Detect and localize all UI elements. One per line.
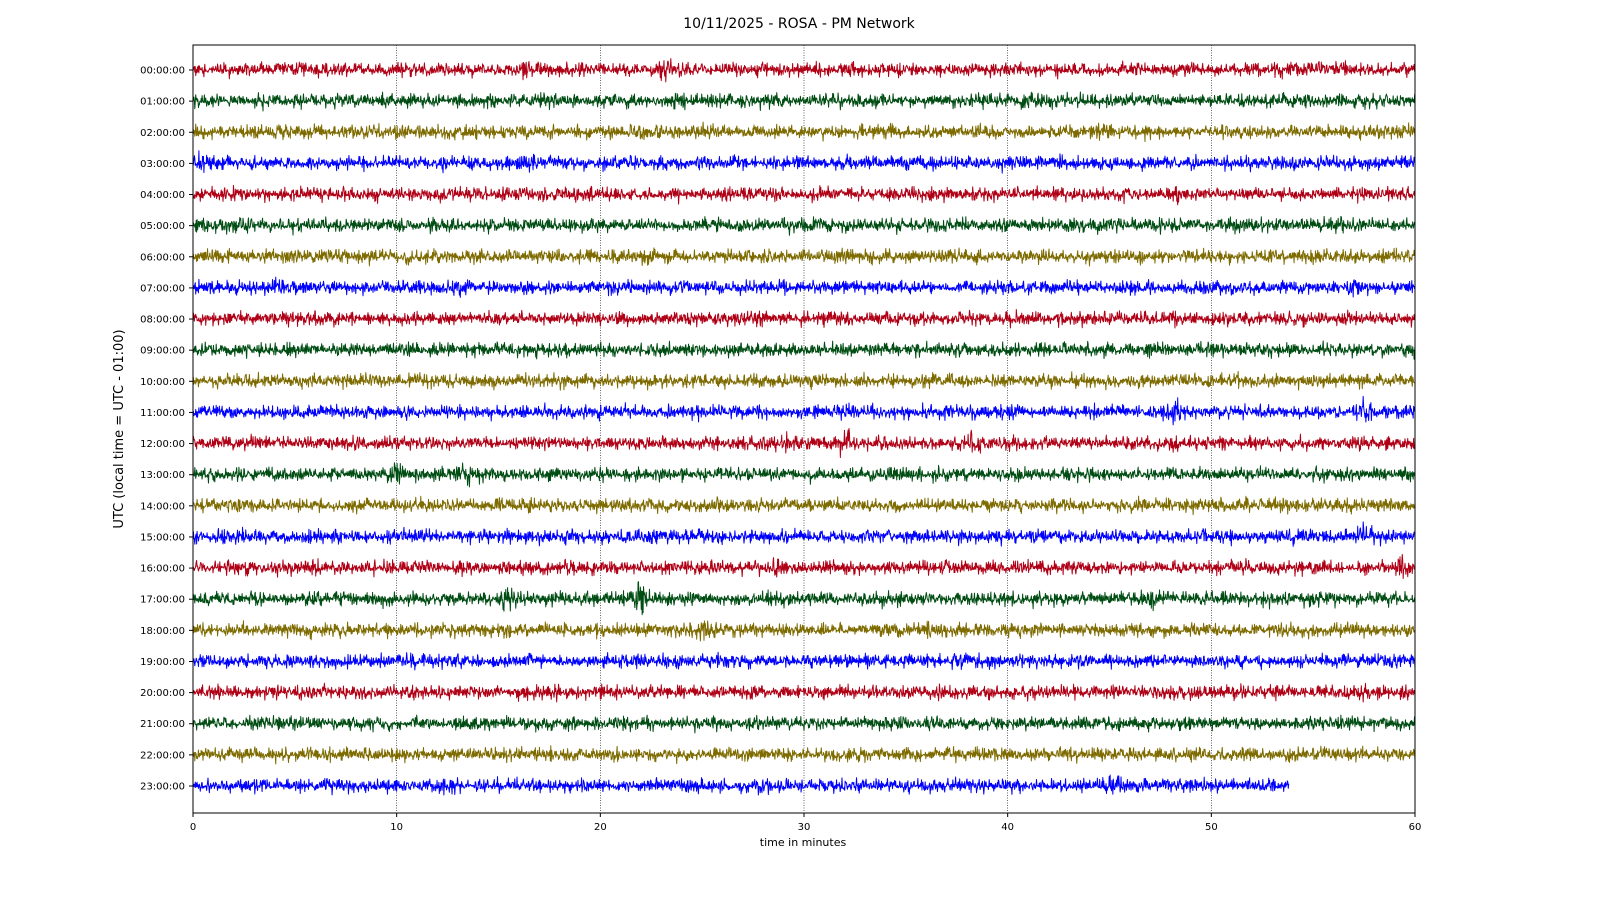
trace-23-00-00	[192, 774, 1290, 796]
trace-14-00-00	[192, 495, 1416, 516]
y-tick-label: 18:00:00	[140, 626, 185, 637]
chart-title: 10/11/2025 - ROSA - PM Network	[683, 16, 915, 32]
y-tick-label: 02:00:00	[140, 128, 185, 139]
grid-lines	[396, 45, 1212, 813]
x-axis-label: time in minutes	[760, 836, 847, 849]
trace-16-00-00	[192, 553, 1416, 580]
y-tick-label: 16:00:00	[140, 564, 185, 575]
trace-17-00-00	[192, 581, 1416, 616]
trace-11-00-00	[192, 395, 1416, 426]
y-tick-label: 10:00:00	[140, 377, 185, 388]
x-tick-label: 0	[190, 822, 196, 833]
trace-05-00-00	[192, 215, 1416, 236]
y-tick-label: 05:00:00	[140, 221, 185, 232]
y-tick-label: 22:00:00	[140, 750, 185, 761]
x-tick-label: 60	[1409, 822, 1422, 833]
y-tick-label: 01:00:00	[140, 97, 185, 108]
x-tick-label: 40	[1001, 822, 1014, 833]
trace-20-00-00	[192, 682, 1416, 703]
y-axis-label: UTC (local time = UTC - 01:00)	[112, 329, 127, 528]
y-tick-label: 17:00:00	[140, 595, 185, 606]
y-tick-label: 13:00:00	[140, 470, 185, 481]
trace-01-00-00	[192, 91, 1416, 112]
trace-06-00-00	[192, 247, 1416, 267]
trace-03-00-00	[192, 150, 1416, 174]
trace-08-00-00	[192, 309, 1416, 329]
trace-00-00-00	[192, 58, 1416, 83]
x-tick-label: 30	[798, 822, 811, 833]
y-tick-label: 00:00:00	[140, 66, 185, 77]
trace-04-00-00	[192, 184, 1416, 206]
trace-21-00-00	[192, 714, 1416, 734]
x-axis-ticks: 0 10 20 30 40 50 60	[190, 813, 1422, 833]
x-tick-label: 20	[594, 822, 607, 833]
y-tick-label: 07:00:00	[140, 283, 185, 294]
x-tick-label: 50	[1205, 822, 1218, 833]
y-tick-label: 03:00:00	[140, 159, 185, 170]
x-tick-label: 10	[390, 822, 403, 833]
y-tick-label: 23:00:00	[140, 781, 185, 792]
trace-02-00-00	[192, 121, 1416, 142]
trace-18-00-00	[192, 620, 1416, 642]
y-tick-label: 11:00:00	[140, 408, 185, 419]
y-tick-label: 19:00:00	[140, 657, 185, 668]
trace-12-00-00	[192, 427, 1416, 459]
y-tick-label: 04:00:00	[140, 190, 185, 201]
y-axis-ticks: 00:00:00 01:00:00 02:00:00 03:00:00 04:00:00…	[140, 66, 193, 792]
trace-15-00-00	[192, 521, 1416, 547]
y-tick-label: 15:00:00	[140, 532, 185, 543]
trace-09-00-00	[192, 340, 1416, 360]
trace-22-00-00	[192, 745, 1416, 765]
trace-13-00-00	[192, 462, 1416, 488]
trace-07-00-00	[192, 276, 1416, 298]
y-tick-label: 09:00:00	[140, 346, 185, 357]
y-tick-label: 12:00:00	[140, 439, 185, 450]
trace-19-00-00	[192, 651, 1416, 671]
y-tick-label: 21:00:00	[140, 719, 185, 730]
y-tick-label: 08:00:00	[140, 315, 185, 326]
y-tick-label: 14:00:00	[140, 501, 185, 512]
trace-10-00-00	[192, 370, 1416, 391]
y-tick-label: 20:00:00	[140, 688, 185, 699]
seismic-traces	[192, 58, 1416, 796]
y-tick-label: 06:00:00	[140, 252, 185, 263]
